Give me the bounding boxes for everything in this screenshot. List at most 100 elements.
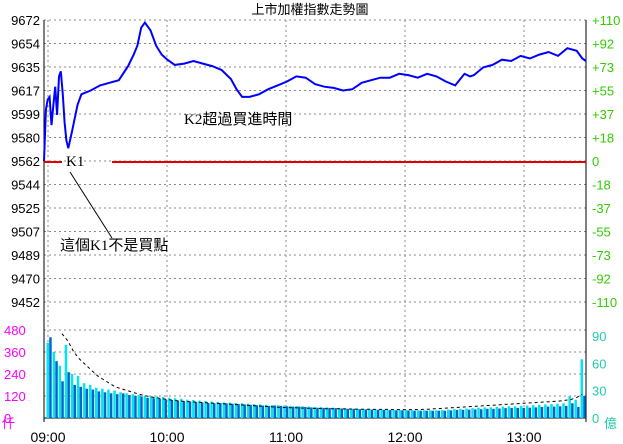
volume-bar-blue [552,406,556,418]
volume-bar-cyan [216,401,219,418]
annotation-k1: K1 [66,154,84,170]
change-tick-label: 0 [592,154,599,169]
volume-bar-blue [443,410,447,418]
time-tick-label: 09:00 [30,429,65,444]
volume-bar-blue [364,409,368,418]
volume-bar-cyan [64,344,68,418]
volume-bar-cyan [374,409,377,418]
volume-bar-cyan [428,410,432,418]
volume-bar-cyan [544,404,547,418]
volume-bar-blue [425,410,428,418]
volume-bar-cyan [113,390,116,418]
volume-bar-blue [158,398,161,419]
volume-bar-blue [61,381,64,418]
volume-bar-blue [358,409,362,418]
volume-bar-blue [97,391,101,418]
volume-bar-cyan [119,392,122,418]
volume-bar-blue [565,405,568,418]
volume-bar-cyan [210,401,213,418]
volume-bar-blue [474,409,477,418]
volume-bar-cyan [465,408,468,418]
volume-bar-cyan [356,408,359,418]
volume-bar-cyan [459,408,462,418]
volume-bar-cyan [574,399,577,418]
volume-bar-blue [55,361,58,418]
volume-bar-blue [194,401,198,418]
change-tick-label: +37 [592,107,614,122]
volume-bar-cyan [483,407,486,418]
volume-bar-blue [219,403,222,418]
volume-tick-left: 360 [4,345,26,360]
annotation-k1-note: 這個K1不是買點 [60,237,168,254]
price-tick-label: 9635 [11,60,40,75]
time-tick-label: 11:00 [269,429,303,444]
volume-bar-blue [571,403,574,418]
volume-bar-cyan [519,405,523,418]
volume-bar-blue [128,395,131,418]
volume-bar-blue [122,393,125,419]
time-tick-label: 12:00 [387,429,422,444]
volume-bar-cyan [331,407,335,418]
price-tick-label: 9489 [11,248,40,263]
volume-bar-cyan [246,403,250,418]
volume-bar-cyan [155,396,159,418]
volume-bar-blue [213,403,216,418]
volume-bar-blue [461,409,465,419]
volume-bar-cyan [416,410,420,418]
volume-bar-cyan [277,405,280,418]
time-axis: 09:00 10:00 11:00 12:00 13:00 [30,429,541,444]
volume-bar-blue [279,405,283,418]
volume-bar-blue [225,403,228,418]
volume-bar-cyan [265,404,268,418]
price-tick-label: 9617 [11,84,40,99]
volume-bar-blue [577,407,580,418]
volume-bar-cyan [204,401,207,418]
volume-bar-cyan [143,395,147,418]
volume-bar-cyan [101,388,104,418]
volume-bar-cyan [76,375,80,418]
volume-bar-cyan [368,408,371,418]
volume-bar-blue [437,410,441,418]
change-tick-label: +18 [592,131,614,146]
volume-bar-cyan [173,398,177,418]
volume-bar-cyan [398,409,401,418]
volume-bar-blue [328,407,331,418]
price-tick-label: 9452 [11,295,40,310]
volume-bar-blue [170,400,174,418]
volume-bar-blue [419,410,422,418]
volume-bar-blue [267,405,271,418]
volume-bar-blue [510,407,513,418]
volume-bar-blue [243,404,246,418]
volume-bar-cyan [380,409,383,418]
price-tick-label: 9562 [11,154,40,169]
volume-bar-blue [528,407,532,418]
volume-bar-cyan [410,410,414,418]
price-tick-label: 9544 [11,178,40,193]
volume-bar-blue [480,409,483,418]
volume-bar-blue [322,407,325,418]
volume-bar-blue [401,410,404,418]
volume-bar-cyan [240,403,244,418]
change-tick-label: -110 [592,295,617,310]
volume-bar-cyan [180,398,183,419]
price-tick-label: 9672 [11,13,40,28]
volume-bar-blue [346,408,349,418]
volume-bar-blue [146,397,149,418]
volume-bar-cyan [52,352,56,418]
volume-bar-cyan [440,409,444,418]
volume-bar-cyan [289,405,292,418]
volume-bar-blue [298,406,301,418]
volume-bar-cyan [161,396,165,418]
volume-tick-right: 60 [592,356,606,371]
volume-bar-blue [534,407,538,418]
volume-bar-cyan [58,365,62,419]
volume-bar-cyan [489,407,492,418]
change-tick-label: -37 [592,201,611,216]
volume-bar-cyan [337,407,341,418]
volume-bar-blue [140,396,143,418]
volume-bar-cyan [556,403,559,418]
volume-bar-blue [316,407,319,418]
